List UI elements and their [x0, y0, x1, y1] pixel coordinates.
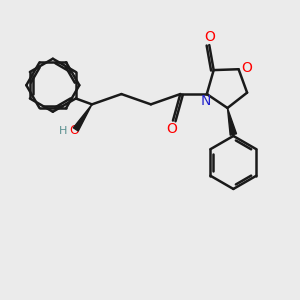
Text: O: O [166, 122, 177, 136]
Text: H: H [59, 126, 68, 136]
Polygon shape [227, 108, 236, 135]
Text: O: O [69, 124, 79, 137]
Text: O: O [242, 61, 252, 75]
Polygon shape [73, 104, 92, 131]
Text: N: N [200, 94, 211, 107]
Text: O: O [204, 30, 215, 44]
